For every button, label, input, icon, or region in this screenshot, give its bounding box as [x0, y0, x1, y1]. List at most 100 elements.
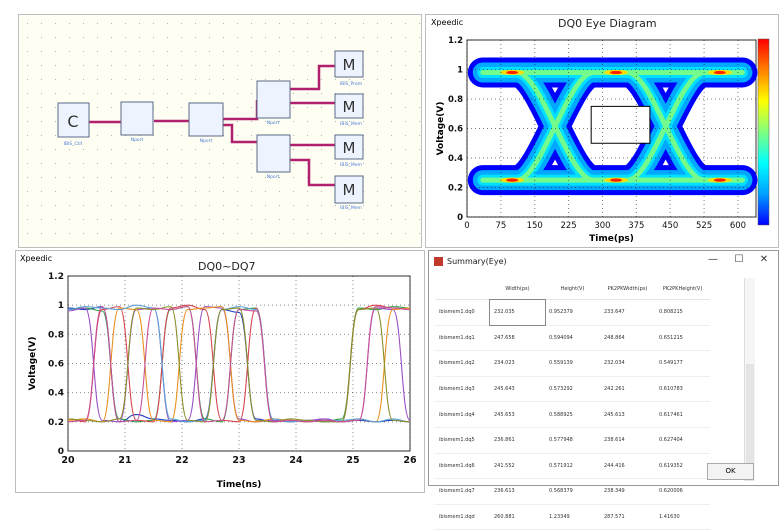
row-label: ibismem1.dq7 [435, 478, 490, 505]
block-label: Nport [200, 138, 213, 144]
table-row[interactable]: ibismem1.dq6 241.552 0.571912 244.416 0.6193… [435, 453, 710, 480]
x-tick-label: 23 [232, 455, 245, 466]
waveform-series-6 [67, 306, 411, 423]
x-axis-label: Time(ps) [589, 234, 634, 244]
y-tick-label: 0.2 [448, 184, 463, 194]
eye-hotspot-peak [506, 70, 519, 75]
nport-block-2[interactable]: Nport [188, 102, 224, 144]
row-label: ibismem1.dq0 [435, 299, 490, 326]
column-header[interactable] [435, 278, 490, 300]
block-label: Nport [267, 120, 280, 126]
table-cell: 238.349 [600, 478, 655, 505]
table-row[interactable]: ibismem1.dq4 245.653 0.588925 245.613 0.6174… [435, 401, 710, 428]
y-tick-label: 1.2 [448, 36, 463, 46]
table-cell: 1.41630 [655, 504, 710, 530]
brand-label: Xpeedic [431, 18, 464, 27]
table-row[interactable]: ibismem1.dq5 236.861 0.577948 238.614 0.6274… [435, 427, 710, 454]
colorbar [757, 38, 770, 226]
eye-hotspot-peak [506, 178, 519, 182]
x-tick-label: 525 [696, 221, 712, 231]
table-cell: 234.023 [490, 350, 545, 377]
x-tick-label: 26 [403, 455, 417, 466]
table-row[interactable]: ibismem1.dq7 236.613 0.568379 238.349 0.6200… [435, 478, 710, 505]
y-tick-label: 0.8 [448, 95, 463, 105]
table-row[interactable]: ibismem1.dq1 247.658 0.594094 248.864 0.6512… [435, 325, 710, 352]
table-cell: 233.647 [600, 299, 655, 326]
block-sublabel: IBIS_Mem [340, 162, 362, 168]
block-letter: M [343, 98, 356, 116]
row-label: ibismem1.dq3 [435, 376, 490, 403]
schematic-canvas[interactable]: C IBIS_Ctrl Nport Nport Nport Nport M IB… [18, 14, 422, 248]
column-header[interactable]: Height(V) [545, 278, 600, 300]
x-tick-label: 300 [594, 221, 610, 231]
table-cell: 244.416 [600, 453, 655, 480]
y-tick-label: 1 [457, 66, 463, 76]
nport-block-4[interactable]: Nport [256, 134, 291, 180]
table-cell: 245.653 [490, 401, 545, 428]
controller-block[interactable]: C IBIS_Ctrl [57, 102, 90, 147]
y-tick-label: 0.6 [48, 360, 64, 370]
row-label: ibismem1.dq1 [435, 325, 490, 352]
y-tick-label: 0.4 [48, 389, 64, 399]
table-header-row: Width(ps) Height(V) PK2PKWidth(ps) PK2PK… [435, 278, 710, 300]
x-tick-label: 20 [61, 455, 75, 466]
table-cell: 0.627404 [655, 427, 710, 454]
scrollbar-thumb[interactable] [746, 364, 754, 481]
vertical-scrollbar[interactable] [744, 278, 755, 481]
block-letter: C [67, 112, 78, 131]
title-bar[interactable]: Summary(Eye) — ☐ ✕ [429, 251, 778, 273]
monitor-block-2[interactable]: M IBIS_Mem [334, 93, 364, 127]
nport-block-3[interactable]: Nport [256, 80, 291, 126]
table-cell: 1.23349 [545, 504, 600, 530]
y-tick-label: 0.8 [48, 330, 64, 340]
block-sublabel: IBIS_Ctrl [64, 141, 83, 147]
maximize-button[interactable]: ☐ [734, 254, 744, 265]
table-cell: 0.620006 [655, 478, 710, 505]
monitor-block-1[interactable]: M IBIS_Prom [334, 50, 364, 87]
table-cell: 232.034 [600, 350, 655, 377]
monitor-block-3[interactable]: M IBIS_Mem [334, 134, 364, 168]
block-label: Nport [131, 137, 144, 143]
x-tick-label: 25 [346, 455, 359, 466]
eye-diagram-panel: Xpeedic DQ0 Eye Diagram 0 75 150 225 300 375 4… [425, 14, 779, 248]
table-row[interactable]: ibismem1.dqd 260.881 1.23349 287.571 1.41630 [435, 504, 710, 530]
table-row[interactable]: ibismem1.dq2 234.023 0.559139 232.034 0.5491… [435, 350, 710, 377]
x-tick-label: 22 [175, 455, 188, 466]
y-tick-label: 1.2 [48, 272, 64, 282]
x-tick-label: 0 [464, 221, 469, 231]
block-letter: M [343, 139, 356, 157]
dq-waveform-chart: 20 21 22 23 24 25 26 0 0.2 0.4 0.6 0.8 1 1.2 Time(ns) V… [28, 272, 417, 490]
row-label: ibismem1.dq5 [435, 427, 490, 454]
schematic-svg: C IBIS_Ctrl Nport Nport Nport Nport M IB… [27, 23, 420, 248]
minimize-button[interactable]: — [708, 254, 718, 265]
eye-hotspot-peak [713, 70, 726, 75]
ok-button[interactable]: OK [707, 463, 754, 480]
chart-title: DQ0 Eye Diagram [558, 17, 657, 30]
eye-mask [590, 105, 651, 144]
eye-hotspot-peak [610, 70, 623, 75]
table-cell: 247.658 [490, 325, 545, 352]
close-button[interactable]: ✕ [759, 254, 769, 265]
nport-block-1[interactable]: Nport [120, 101, 154, 143]
column-header[interactable]: PK2PKWidth(ps) [600, 278, 655, 300]
table-row[interactable]: ibismem1.dq3 245.643 0.573292 242.261 0.6107… [435, 376, 710, 403]
table-cell: 0.952379 [545, 299, 600, 326]
table-cell: 0.594094 [545, 325, 600, 352]
table-cell: 232.035 [489, 298, 546, 327]
monitor-block-4[interactable]: M IBIS_Mem [334, 175, 364, 211]
block-sublabel: IBIS_Prom [340, 81, 362, 87]
x-tick-label: 24 [289, 455, 303, 466]
brand-label: Xpeedic [20, 254, 53, 263]
eye-hotspot-peak [610, 178, 623, 182]
table-cell: 245.613 [600, 401, 655, 428]
table-cell: 0.571912 [545, 453, 600, 480]
block-label: Nport [267, 174, 280, 180]
table-cell: 0.651215 [655, 325, 710, 352]
column-header[interactable]: Width(ps) [490, 278, 545, 300]
y-tick-label: 0.4 [448, 154, 463, 164]
table-row[interactable]: ibismem1.dq0 232.035 0.952379 233.647 0.8082… [435, 298, 710, 327]
row-label: ibismem1.dq6 [435, 453, 490, 480]
column-header[interactable]: PK2PKHeight(V) [655, 278, 710, 300]
block-letter: M [343, 181, 356, 199]
row-label: ibismem1.dqd [435, 504, 490, 530]
